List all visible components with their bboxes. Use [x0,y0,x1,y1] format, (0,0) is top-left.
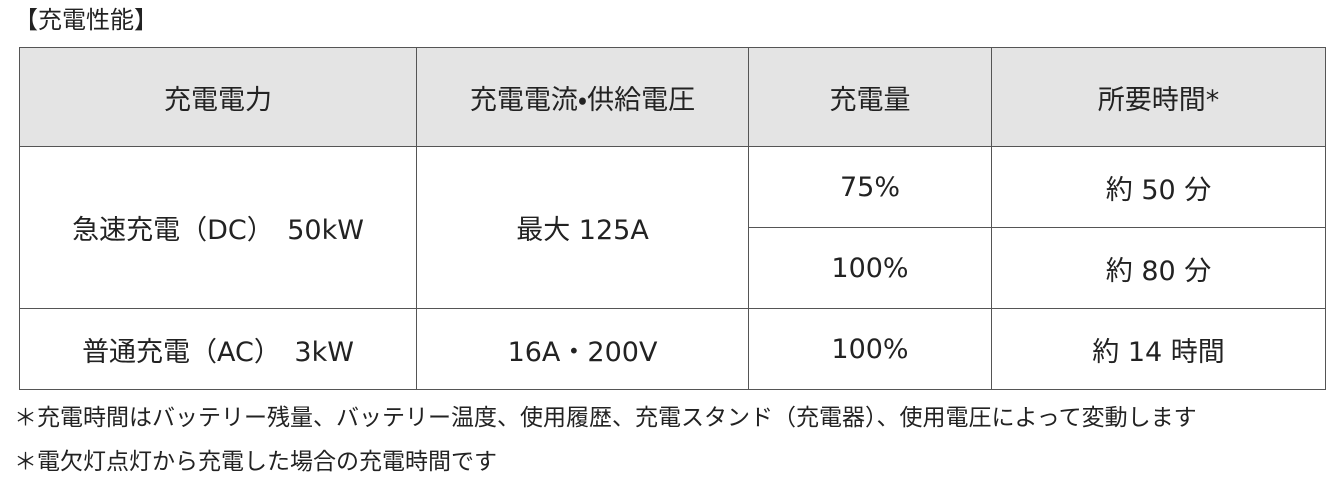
table-cell: 最大 125A [416,146,749,309]
table-row: 急速充電（DC） 50kW 最大 125A 75% 約 50 分 [19,146,1326,309]
header-cell: 充電電力 [19,47,417,147]
footnote: ＊電欠灯点灯から充電した場合の充電時間です [14,449,497,475]
table-cell: 100% [748,308,992,390]
table-cell: 約 50 分 [991,146,1326,228]
header-cell: 充電量 [748,47,992,147]
section-title: 【充電性能】 [14,6,158,34]
header-cell: 所要時間* [991,47,1326,147]
header-cell: 充電電流・供給電圧 [416,47,749,147]
table-cell: 約 80 分 [991,227,1326,309]
table-cell: 75% [748,146,992,228]
table-cell: 16A・200V [416,308,749,390]
table-cell: 100% [748,227,992,309]
table-cell: 約 14 時間 [991,308,1326,390]
table-cell: 普通充電（AC） 3kW [19,308,417,390]
table-row: 100% 約 80 分 [20,227,1326,309]
table-cell: 急速充電（DC） 50kW [19,146,417,309]
footnote: ＊充電時間はバッテリー残量、バッテリー温度、使用履歴、充電スタンド（充電器）、使… [14,405,1197,431]
header-row: 充電電力 充電電流・供給電圧 充電量 所要時間* [19,47,1326,147]
table-row: 普通充電（AC） 3kW 16A・200V 100% 約 14 時間 [19,308,1326,390]
charging-table: 充電電力 充電電流・供給電圧 充電量 所要時間* 急速充電（DC） 50kW 最… [19,47,1326,390]
